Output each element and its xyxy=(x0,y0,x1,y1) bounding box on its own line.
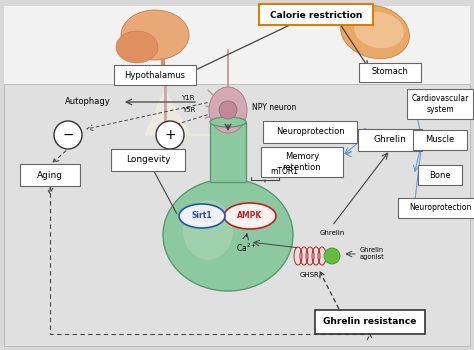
FancyBboxPatch shape xyxy=(210,122,246,182)
Ellipse shape xyxy=(179,204,225,228)
Ellipse shape xyxy=(116,31,158,63)
FancyBboxPatch shape xyxy=(111,149,185,171)
FancyBboxPatch shape xyxy=(263,121,357,143)
FancyBboxPatch shape xyxy=(259,4,373,25)
Ellipse shape xyxy=(224,203,276,229)
FancyBboxPatch shape xyxy=(315,310,425,334)
Text: Ghrelin resistance: Ghrelin resistance xyxy=(323,317,417,327)
Text: Memory
retention: Memory retention xyxy=(283,152,321,172)
Text: AMPK: AMPK xyxy=(237,211,263,220)
Text: Sirt1: Sirt1 xyxy=(191,211,212,220)
Text: Cardiovascular
system: Cardiovascular system xyxy=(411,94,469,114)
Text: Hypothalamus: Hypothalamus xyxy=(125,70,185,79)
Ellipse shape xyxy=(209,87,247,133)
Text: −: − xyxy=(62,128,74,142)
Circle shape xyxy=(156,121,184,149)
Text: Ghrelin: Ghrelin xyxy=(374,135,406,145)
Text: +: + xyxy=(164,128,176,142)
Text: Stomach: Stomach xyxy=(372,68,409,77)
Ellipse shape xyxy=(210,117,246,127)
Circle shape xyxy=(219,101,237,119)
Ellipse shape xyxy=(340,5,410,59)
FancyBboxPatch shape xyxy=(261,147,343,177)
Text: Longevity: Longevity xyxy=(126,155,170,164)
Ellipse shape xyxy=(354,12,404,48)
Text: mTOR1: mTOR1 xyxy=(270,168,298,176)
Text: Y1R: Y1R xyxy=(182,95,195,101)
FancyBboxPatch shape xyxy=(20,164,80,186)
FancyBboxPatch shape xyxy=(4,84,470,346)
Ellipse shape xyxy=(159,68,171,78)
Text: Bone: Bone xyxy=(429,170,451,180)
Circle shape xyxy=(324,248,340,264)
Text: Muscle: Muscle xyxy=(425,135,455,145)
Text: Neuroprotection: Neuroprotection xyxy=(276,127,344,136)
Text: Neuroprotection: Neuroprotection xyxy=(409,203,471,212)
Text: Autophagy: Autophagy xyxy=(65,98,111,106)
Text: Aging: Aging xyxy=(37,170,63,180)
Ellipse shape xyxy=(121,10,189,60)
Ellipse shape xyxy=(183,200,233,260)
Text: NPY neuron: NPY neuron xyxy=(252,104,296,112)
Circle shape xyxy=(54,121,82,149)
FancyBboxPatch shape xyxy=(114,65,196,85)
Text: Ca$^{2+}$: Ca$^{2+}$ xyxy=(236,242,256,254)
Text: Y5R: Y5R xyxy=(182,107,195,113)
FancyBboxPatch shape xyxy=(358,129,422,151)
Text: Ghrelin: Ghrelin xyxy=(319,230,345,236)
FancyBboxPatch shape xyxy=(359,63,421,82)
Text: Calorie restriction: Calorie restriction xyxy=(270,10,362,20)
Text: Ghrelin
agonist: Ghrelin agonist xyxy=(360,247,385,260)
Polygon shape xyxy=(145,90,240,135)
FancyBboxPatch shape xyxy=(413,130,467,150)
FancyBboxPatch shape xyxy=(418,165,462,185)
FancyBboxPatch shape xyxy=(4,6,470,84)
FancyBboxPatch shape xyxy=(407,89,473,119)
FancyBboxPatch shape xyxy=(398,198,474,218)
Ellipse shape xyxy=(163,179,293,291)
Text: GHSR: GHSR xyxy=(300,272,320,278)
